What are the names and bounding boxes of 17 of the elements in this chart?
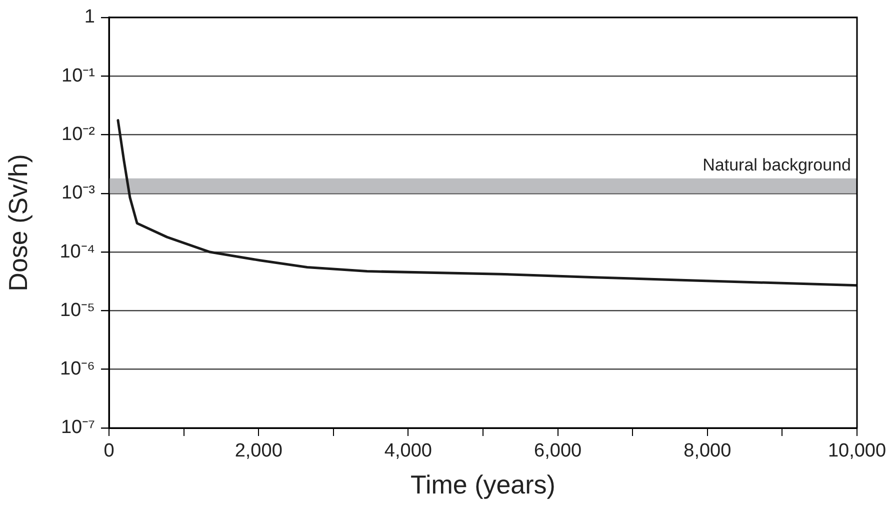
y-tick-label: 1 — [84, 6, 95, 28]
y-tick-label: 10⁻⁷ — [60, 417, 96, 438]
band-label: Natural background — [702, 156, 851, 175]
y-tick-label: 10⁻⁴ — [60, 241, 95, 262]
x-tick-label: 4,000 — [384, 440, 432, 462]
x-tick-label: 2,000 — [234, 440, 282, 462]
y-tick-label: 10⁻² — [62, 124, 95, 145]
y-tick-label: 10⁻³ — [62, 182, 95, 204]
x-tick-label: 8,000 — [684, 440, 732, 462]
x-tick-label: 0 — [104, 440, 114, 462]
x-tick-label: 6,000 — [534, 440, 582, 462]
x-tick-label: 10,000 — [828, 440, 886, 462]
y-tick-label: 10⁻¹ — [62, 65, 95, 86]
y-tick-label: 10⁻⁶ — [60, 358, 95, 380]
y-axis-title: Dose (Sv/h) — [2, 154, 33, 292]
y-tick-label: 10⁻⁵ — [60, 300, 95, 321]
x-axis-title: Time (years) — [410, 470, 556, 500]
